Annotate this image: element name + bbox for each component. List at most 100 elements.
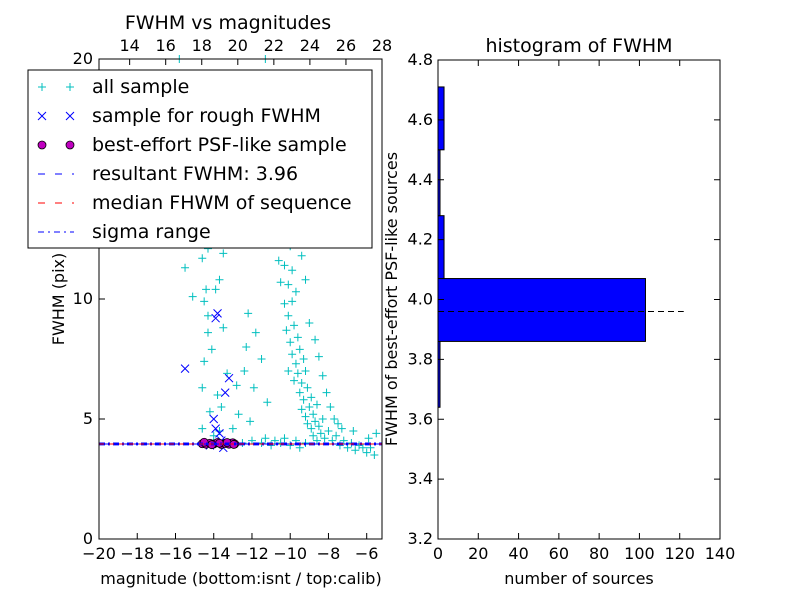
legend-marker-rough-1	[65, 111, 75, 121]
all-sample-point-112	[311, 335, 320, 344]
all-sample-point-17	[202, 285, 211, 294]
all-sample-point-8	[215, 275, 224, 284]
all-sample-point-75	[312, 436, 321, 445]
rough-sample-point-3	[224, 373, 234, 383]
right-y-tick-label-8: 4.8	[408, 50, 433, 69]
all-sample-point-93	[349, 427, 358, 435]
all-sample-point-42	[288, 266, 297, 275]
all-sample-point-66	[305, 403, 314, 411]
all-sample-point-57	[293, 369, 302, 378]
all-sample-point-35	[274, 256, 283, 265]
left-x-tick-label-3: −14	[197, 544, 231, 563]
left-top-axis: 14 16 18 20 22 24 26 28	[119, 36, 392, 65]
histogram-bar-1	[437, 278, 646, 342]
all-sample-point-27	[234, 410, 243, 419]
right-y-tick-label-5: 4.2	[408, 230, 433, 249]
all-sample-point-73	[318, 415, 327, 423]
all-sample-point-108	[232, 381, 241, 390]
legend-label-sigma: sigma range	[92, 221, 211, 243]
histogram-bar-4	[437, 86, 445, 151]
right-y-tick-label-2: 3.6	[408, 409, 433, 428]
all-sample-point-67	[309, 410, 318, 419]
all-sample-point-23	[257, 355, 266, 363]
legend-label-rough: sample for rough FWHM	[92, 105, 321, 127]
right-chart-title: histogram of FWHM	[485, 35, 672, 57]
right-y-axis-title: FWHM of best-effort PSF-like sources	[382, 152, 401, 446]
legend-label-all: all sample	[92, 76, 189, 98]
all-sample-point-61	[299, 395, 308, 404]
all-sample-point-69	[303, 419, 312, 428]
all-sample-point-16	[200, 297, 209, 306]
series-all	[175, 55, 381, 459]
legend-label-resultant: resultant FWHM: 3.96	[92, 163, 298, 185]
all-sample-point-52	[291, 359, 300, 368]
all-sample-point-74	[309, 431, 318, 440]
legend-label-best: best-effort PSF-like sample	[92, 134, 347, 156]
all-sample-point-41	[284, 280, 293, 289]
all-sample-point-82	[339, 436, 348, 445]
all-sample-point-26	[246, 417, 255, 426]
left-x-tick-label-7: −6	[355, 544, 379, 563]
legend-marker-best-1	[65, 140, 75, 150]
all-sample-point-65	[301, 412, 310, 421]
all-sample-point-94	[337, 424, 346, 433]
all-sample-point-118	[334, 419, 343, 428]
all-sample-point-18	[188, 292, 197, 301]
all-sample-point-72	[314, 422, 323, 431]
all-sample-point-63	[307, 393, 316, 402]
all-sample-point-22	[242, 343, 251, 351]
left-y-tick-label-2: 10	[73, 289, 93, 308]
left-x-tick-label-5: −10	[273, 544, 307, 563]
all-sample-point-46	[291, 287, 300, 296]
all-sample-point-109	[251, 328, 260, 337]
left-top-tick-label-4: 22	[264, 36, 284, 55]
all-sample-point-64	[297, 405, 306, 414]
left-top-tick-label-6: 26	[336, 36, 356, 55]
rough-sample-point-6	[211, 424, 220, 433]
left-top-tick-label-0: 14	[119, 36, 139, 55]
all-sample-point-30	[205, 407, 214, 416]
all-sample-point-54	[299, 355, 308, 363]
all-sample-point-104	[280, 434, 289, 443]
all-sample-point-91	[372, 429, 381, 438]
legend-marker-rough-0	[37, 111, 47, 121]
all-sample-point-32	[198, 424, 207, 433]
all-sample-point-92	[364, 434, 373, 443]
all-sample-point-71	[311, 417, 320, 426]
all-sample-point-45	[288, 297, 297, 306]
all-sample-point-9	[211, 285, 220, 294]
all-sample-point-62	[303, 383, 312, 392]
all-sample-point-78	[324, 427, 333, 435]
all-sample-point-40	[280, 261, 289, 270]
all-sample-point-68	[312, 400, 321, 409]
all-sample-point-25	[263, 398, 272, 407]
right-x-tick-label-0: 0	[433, 544, 443, 563]
left-chart-title: FWHM vs magnitudes	[125, 12, 331, 34]
all-sample-point-43	[280, 299, 289, 308]
left-y-tick-label-0: 0	[83, 529, 93, 548]
all-sample-point-11	[203, 328, 212, 337]
left-top-tick-label-2: 18	[192, 36, 212, 55]
all-sample-point-55	[284, 367, 293, 375]
all-sample-point-60	[295, 388, 304, 397]
left-top-tick-label-5: 24	[300, 36, 320, 55]
all-sample-point-115	[322, 388, 331, 397]
all-sample-point-88	[362, 448, 371, 457]
right-x-axis: 0 20 40 60 80 100 120 140	[433, 60, 735, 563]
right-y-axis: 3.2 3.4 3.6 3.8 4.0 4.2 4.4 4.6 4.8	[408, 50, 720, 548]
all-sample-point-4	[181, 263, 190, 272]
all-sample-point-31	[198, 383, 207, 392]
legend-entry-all: all sample	[38, 76, 189, 98]
all-sample-point-6	[198, 254, 207, 263]
all-sample-point-24	[249, 383, 258, 392]
left-x-tick-label-2: −16	[159, 544, 193, 563]
legend-marker-best-0	[37, 140, 47, 150]
all-sample-point-113	[314, 352, 323, 361]
right-y-tick-label-7: 4.6	[408, 110, 433, 129]
legend-entry-rough: sample for rough FWHM	[37, 105, 321, 127]
rough-sample-point-1	[213, 309, 222, 318]
right-y-tick-label-4: 4.0	[408, 290, 433, 309]
fwhm-scatter-chart: FWHM vs magnitudes −20 −18 −16 −14 −12 −10 −8−…	[27, 12, 392, 588]
all-sample-point-103	[270, 436, 279, 445]
